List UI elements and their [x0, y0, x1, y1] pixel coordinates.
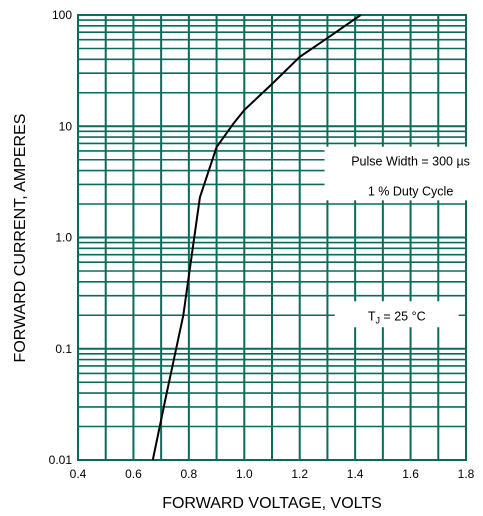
x-axis-title: FORWARD VOLTAGE, VOLTS [162, 495, 382, 512]
x-tick-label: 0.8 [181, 467, 198, 481]
y-tick-label: 1.0 [55, 231, 72, 245]
x-tick-label: 1.4 [347, 467, 364, 481]
y-axis-title: FORWARD CURRENT, AMPERES [12, 114, 29, 363]
x-tick-label: 1.6 [402, 467, 419, 481]
y-tick-label: 0.1 [55, 342, 72, 356]
x-tick-label: 1.0 [236, 467, 253, 481]
grid [77, 14, 467, 461]
y-tick-label: 100 [52, 8, 72, 22]
x-tick-label: 1.2 [291, 467, 308, 481]
annotation-pulse-width: Pulse Width = 300 µs [351, 155, 470, 169]
annotation-box [334, 301, 459, 328]
y-tick-label: 0.01 [49, 453, 73, 467]
y-tick-label: 10 [59, 119, 73, 133]
tick-labels: 0.4 0.6 0.8 1.0 1.2 1.4 1.6 1.8 0.01 0.1 1.0 10 100 [49, 8, 475, 481]
x-tick-label: 1.8 [458, 467, 475, 481]
plot-frame [77, 14, 467, 461]
annotation-duty-cycle: 1 % Duty Cycle [368, 184, 453, 198]
annotations: Pulse Width = 300 µs 1 % Duty Cycle TJ = 2… [324, 146, 483, 328]
x-tick-label: 0.6 [125, 467, 142, 481]
forward-current-curve [151, 14, 362, 461]
annotation-temperature: TJ = 25 °C [368, 309, 426, 325]
x-tick-label: 0.4 [70, 467, 87, 481]
annotation-box [324, 146, 483, 201]
